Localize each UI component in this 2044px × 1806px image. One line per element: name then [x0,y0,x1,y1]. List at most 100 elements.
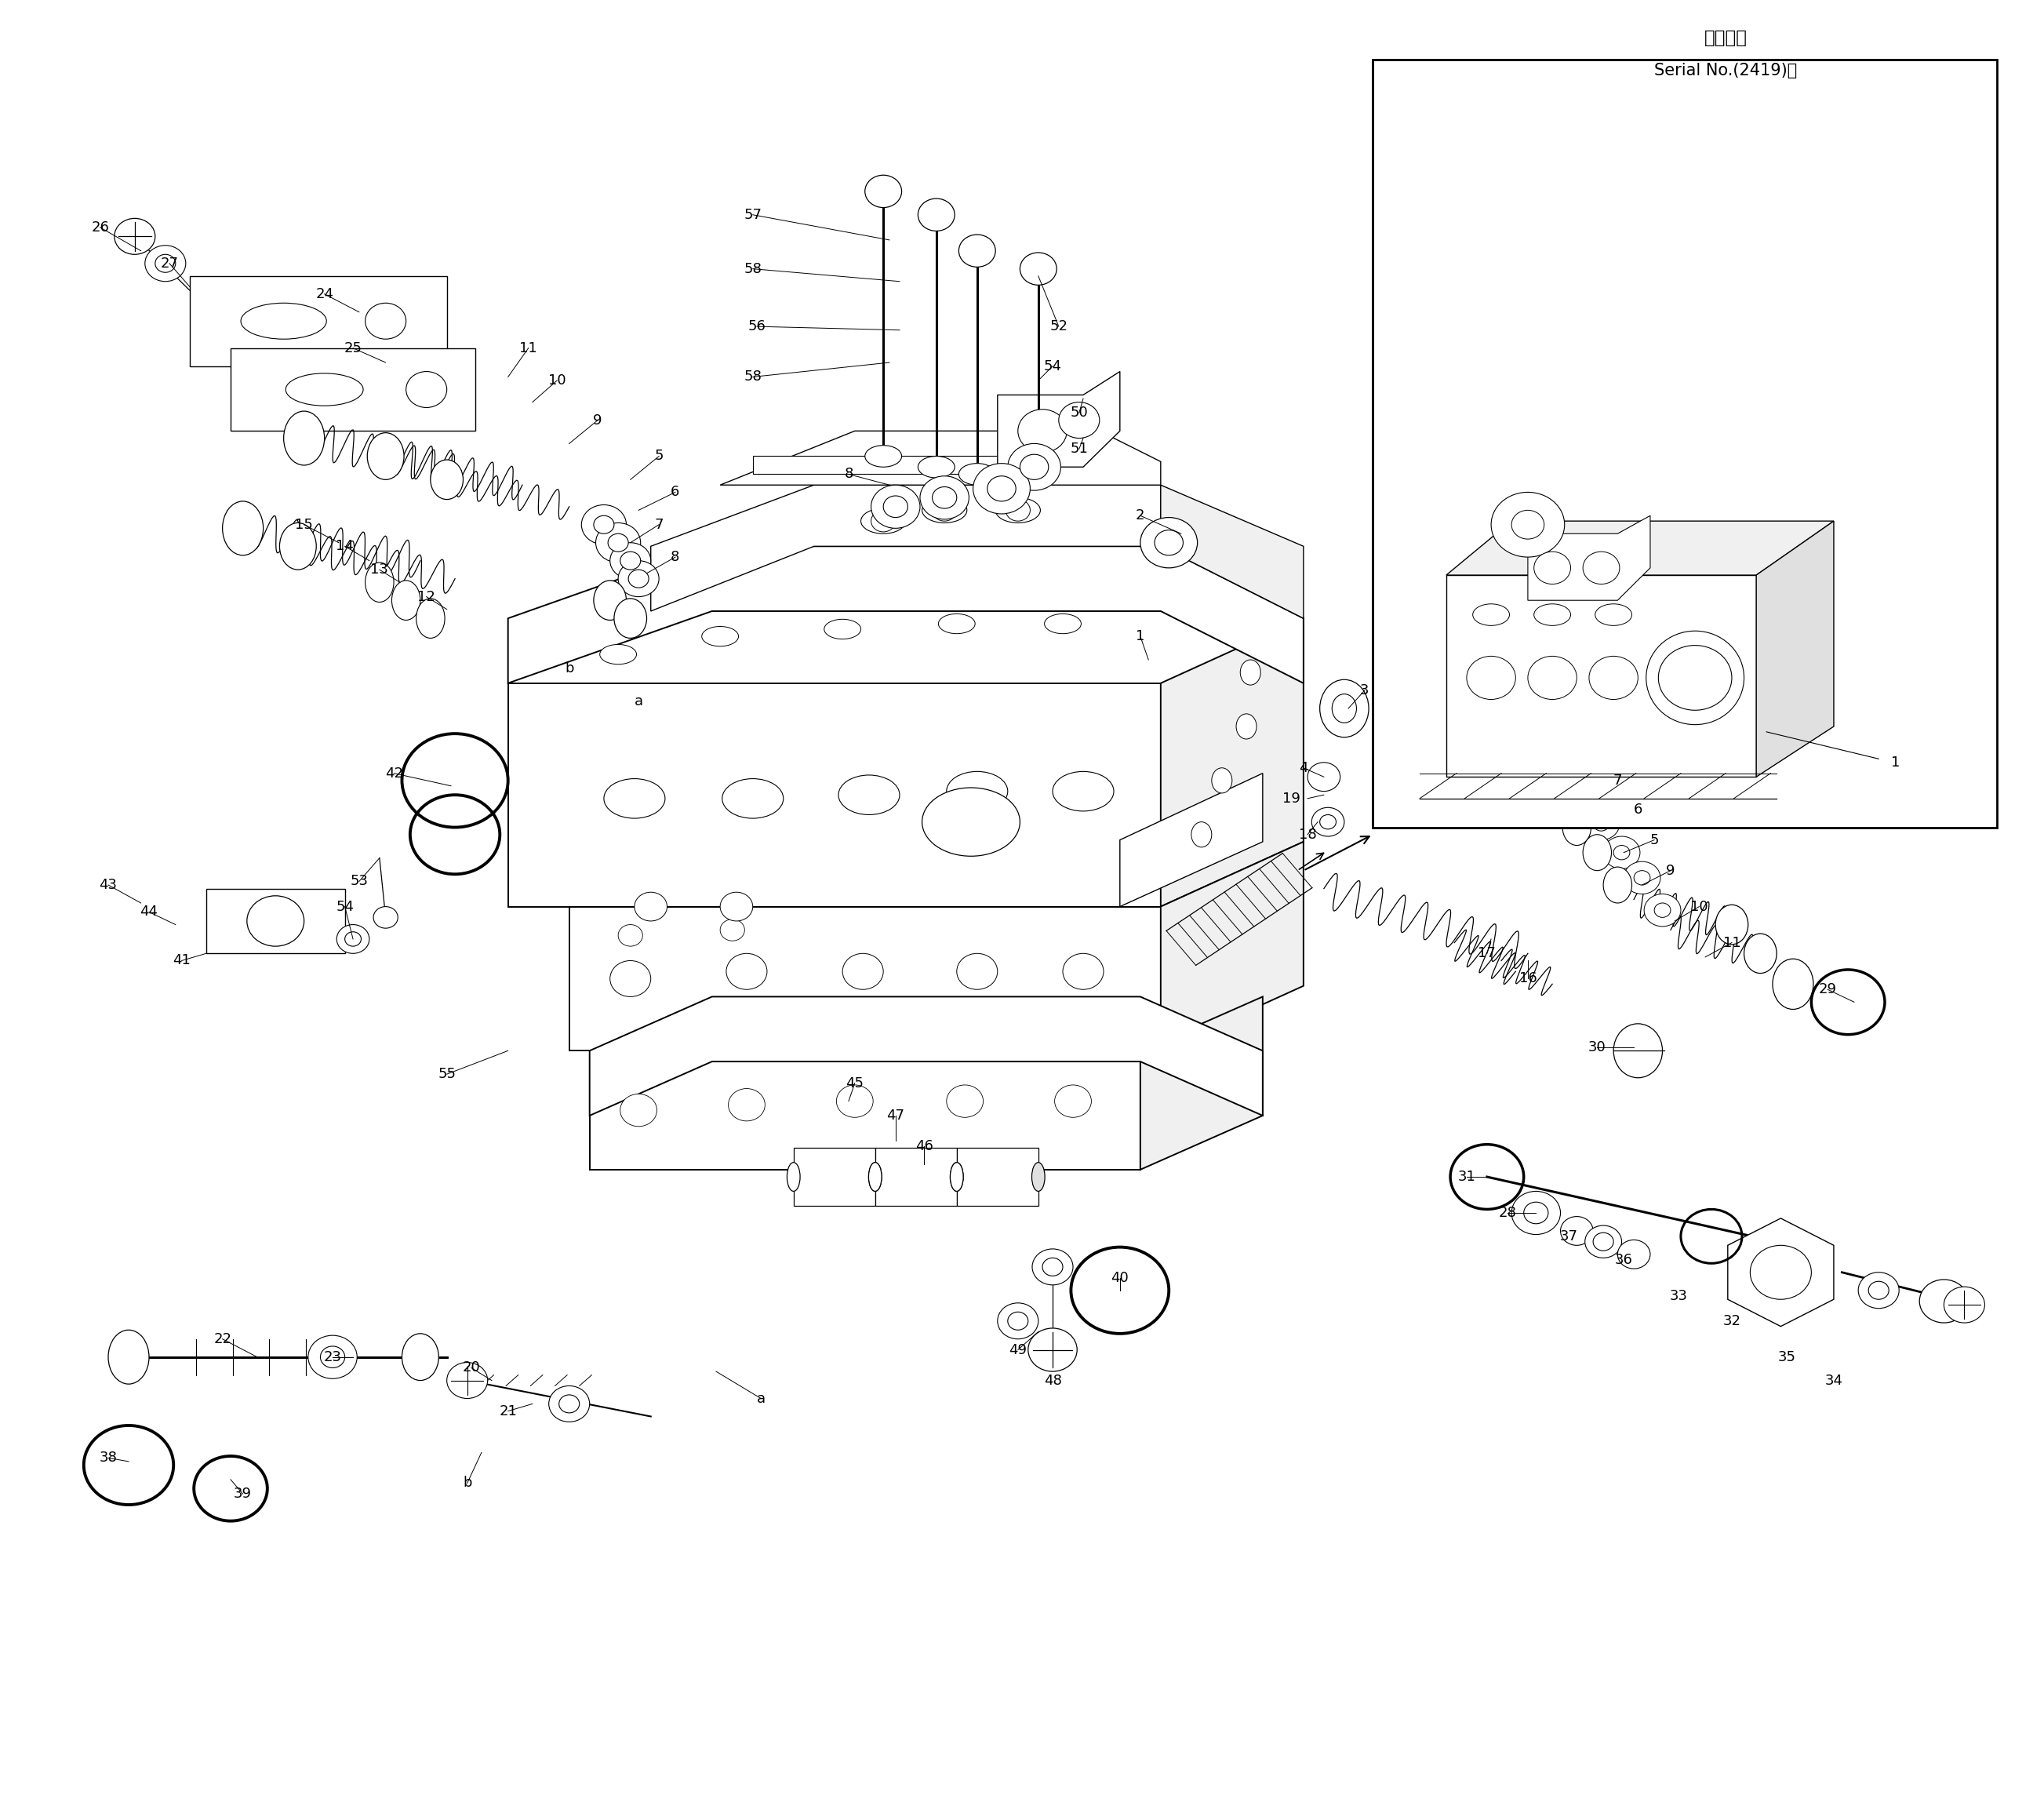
Text: 44: 44 [139,905,157,919]
Text: 9: 9 [593,414,603,428]
Ellipse shape [366,562,394,601]
Text: 54: 54 [1044,359,1061,374]
Circle shape [946,1085,983,1118]
Polygon shape [1756,522,1833,777]
Ellipse shape [1602,867,1631,903]
Circle shape [1602,836,1639,869]
Text: 5: 5 [654,450,664,464]
Ellipse shape [108,1329,149,1383]
Ellipse shape [1645,630,1744,724]
Circle shape [1020,253,1057,285]
Circle shape [595,524,640,562]
Circle shape [1582,807,1619,840]
Ellipse shape [865,446,901,468]
Polygon shape [509,683,1161,907]
Text: 34: 34 [1825,1373,1844,1387]
Ellipse shape [613,598,646,638]
Text: 28: 28 [1498,1206,1517,1219]
Polygon shape [509,545,1304,683]
Ellipse shape [824,619,861,639]
Ellipse shape [1192,822,1212,847]
Circle shape [309,1335,358,1378]
Ellipse shape [1333,694,1357,722]
Text: 54: 54 [335,899,354,914]
Text: 14: 14 [335,540,354,553]
Text: 9: 9 [1666,863,1676,878]
Circle shape [1312,807,1345,836]
Polygon shape [1727,1219,1833,1326]
Polygon shape [1161,486,1304,618]
Text: 適用号機: 適用号機 [1705,29,1748,47]
Circle shape [1042,1259,1063,1277]
Circle shape [628,569,648,587]
Ellipse shape [938,614,975,634]
Circle shape [609,961,650,997]
Text: 3: 3 [1359,683,1369,697]
Ellipse shape [995,498,1040,524]
Text: 7: 7 [1613,773,1623,787]
Ellipse shape [1533,603,1570,625]
Text: 5: 5 [1650,833,1660,847]
Ellipse shape [838,775,899,815]
Text: 32: 32 [1723,1315,1741,1327]
Text: 38: 38 [100,1450,117,1465]
Circle shape [1320,815,1337,829]
Bar [793,1149,875,1206]
Text: 37: 37 [1560,1230,1578,1243]
Circle shape [1633,870,1650,885]
Text: 1: 1 [1136,628,1145,643]
Ellipse shape [1744,934,1776,973]
Text: 51: 51 [1071,442,1087,457]
Circle shape [719,919,744,941]
Ellipse shape [869,1163,881,1192]
Text: 31: 31 [1457,1170,1476,1185]
Text: 40: 40 [1112,1271,1128,1284]
Text: 55: 55 [437,1067,456,1082]
Circle shape [1617,1241,1650,1270]
Ellipse shape [1237,713,1257,739]
Polygon shape [1161,618,1304,907]
Polygon shape [1141,997,1263,1170]
Ellipse shape [950,1163,963,1192]
Ellipse shape [787,1163,799,1192]
Circle shape [558,1394,578,1412]
Text: Serial No.(2419)～: Serial No.(2419)～ [1654,63,1797,78]
Circle shape [726,954,766,990]
Circle shape [1650,656,1699,699]
Text: 26: 26 [92,220,108,235]
Text: 56: 56 [748,320,766,334]
Circle shape [1654,903,1670,917]
Circle shape [1592,1233,1613,1252]
Ellipse shape [403,1333,439,1380]
Circle shape [1008,444,1061,491]
Bar [1374,60,1997,827]
Circle shape [1018,410,1067,453]
Text: b: b [564,661,574,675]
Circle shape [1584,1226,1621,1259]
Circle shape [1020,455,1049,480]
Circle shape [1523,1203,1547,1224]
Ellipse shape [241,303,327,340]
Polygon shape [568,907,1161,1051]
Text: 6: 6 [1633,802,1643,816]
Ellipse shape [1594,603,1631,625]
Circle shape [1944,1286,1985,1322]
Ellipse shape [1715,905,1748,945]
Text: 47: 47 [887,1109,905,1123]
Polygon shape [1447,522,1833,574]
Circle shape [918,199,955,231]
Circle shape [959,235,995,267]
Text: 4: 4 [1298,760,1308,775]
Polygon shape [190,276,448,367]
Ellipse shape [1582,834,1611,870]
Circle shape [1613,845,1629,860]
Ellipse shape [1212,768,1233,793]
Circle shape [1492,493,1564,556]
Circle shape [1858,1273,1899,1308]
Circle shape [728,1089,764,1122]
Circle shape [1006,500,1030,522]
Text: 53: 53 [350,874,368,889]
Ellipse shape [918,457,955,479]
Circle shape [1390,719,1439,762]
Circle shape [932,500,957,522]
